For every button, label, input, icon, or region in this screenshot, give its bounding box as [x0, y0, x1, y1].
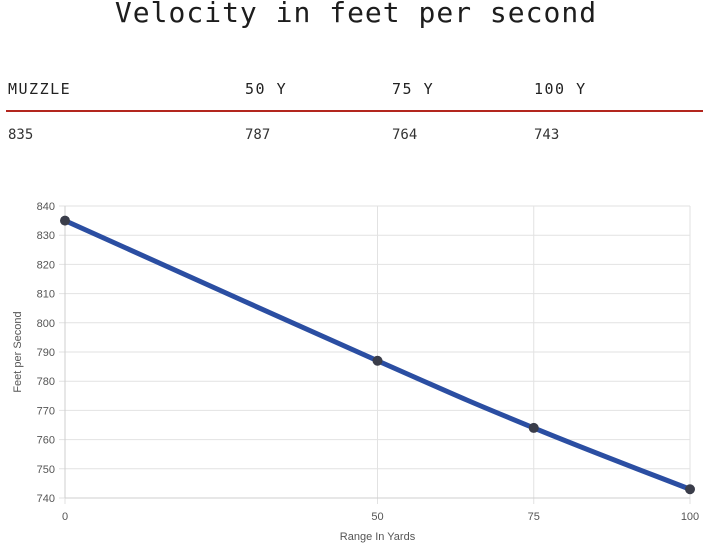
y-tick-label: 760: [37, 435, 55, 447]
header-50y: 50 Y: [245, 80, 288, 98]
y-tick-label: 780: [37, 376, 55, 388]
y-tick-label: 750: [37, 464, 55, 476]
velocity-line-chart: 740 750 760 770 780 790 800 810 820 830 840 0 50 75 10…: [12, 201, 700, 543]
data-point: [685, 484, 695, 495]
data-point: [372, 355, 383, 366]
y-tick-label: 770: [37, 405, 55, 417]
chart-axes: 740 750 760 770 780 790 800 810 820 830 840 0 50 75 10…: [37, 201, 700, 523]
header-100y: 100 Y: [534, 80, 587, 98]
x-axis-title: Range In Yards: [340, 531, 416, 543]
data-point: [60, 215, 70, 226]
x-tick-label: 50: [371, 511, 383, 523]
y-tick-label: 820: [37, 259, 55, 271]
velocity-table-header: MUZZLE 50 Y 75 Y 100 Y: [0, 80, 712, 104]
series-line: [62, 218, 693, 492]
x-tick-label: 100: [681, 511, 699, 523]
value-50y: 787: [245, 127, 271, 143]
chart-grid: [59, 205, 691, 504]
y-tick-label: 840: [37, 201, 55, 213]
value-muzzle: 835: [8, 127, 34, 143]
y-axis-title: Feet per Second: [12, 311, 24, 392]
data-point: [528, 422, 539, 433]
value-75y: 764: [392, 127, 418, 143]
y-tick-label: 740: [37, 493, 55, 505]
velocity-table-row: 835 787 764 743: [0, 127, 712, 151]
header-75y: 75 Y: [392, 80, 435, 98]
chart-series: [60, 215, 695, 495]
y-tick-label: 830: [37, 230, 55, 242]
x-tick-label: 75: [528, 511, 540, 523]
header-divider: [6, 110, 703, 112]
header-muzzle: MUZZLE: [8, 80, 72, 98]
value-100y: 743: [534, 127, 560, 143]
page-title: Velocity in feet per second: [114, 0, 598, 29]
x-tick-label: 0: [62, 511, 68, 523]
y-tick-label: 800: [37, 318, 55, 330]
y-tick-label: 810: [37, 289, 55, 301]
y-tick-label: 790: [37, 347, 55, 359]
